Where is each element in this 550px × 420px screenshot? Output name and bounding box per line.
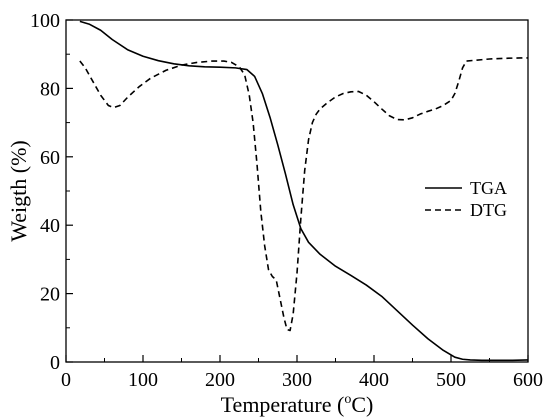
y-tick-label-20: 20 — [40, 284, 60, 306]
x-axis-title-degree: o — [344, 392, 351, 407]
legend: TGA DTG — [425, 178, 507, 220]
series-line-dtg — [79, 57, 528, 332]
plot-frame — [65, 19, 529, 363]
x-tick-label-400: 400 — [359, 369, 389, 391]
x-tick-label-200: 200 — [205, 369, 235, 391]
x-axis-title-main: Temperature ( — [221, 392, 345, 417]
y-axis-ticks — [66, 19, 73, 363]
y-tick-label-80: 80 — [40, 78, 60, 100]
x-axis-ticks — [65, 355, 529, 362]
y-tick-label-0: 0 — [50, 352, 60, 374]
legend-label-tga: TGA — [470, 178, 507, 198]
x-tick-label-100: 100 — [128, 369, 158, 391]
x-tick-label-0: 0 — [61, 369, 71, 391]
legend-label-dtg: DTG — [470, 200, 507, 220]
x-tick-label-600: 600 — [513, 369, 543, 391]
y-tick-label-60: 60 — [40, 147, 60, 169]
y-tick-label-40: 40 — [40, 215, 60, 237]
y-axis-title: Weigth (%) — [6, 140, 31, 241]
y-tick-label-100: 100 — [30, 10, 60, 32]
series-line-tga — [79, 20, 529, 362]
x-axis-tick-labels: 0 100 200 300 400 500 600 — [61, 369, 543, 391]
y-axis-tick-labels: 0 20 40 60 80 100 — [30, 10, 60, 374]
x-tick-label-300: 300 — [282, 369, 312, 391]
x-tick-label-500: 500 — [436, 369, 466, 391]
x-axis-title-unit: C) — [351, 392, 373, 417]
series-layer — [79, 20, 529, 362]
x-axis-title: Temperature (oC) — [221, 392, 374, 417]
